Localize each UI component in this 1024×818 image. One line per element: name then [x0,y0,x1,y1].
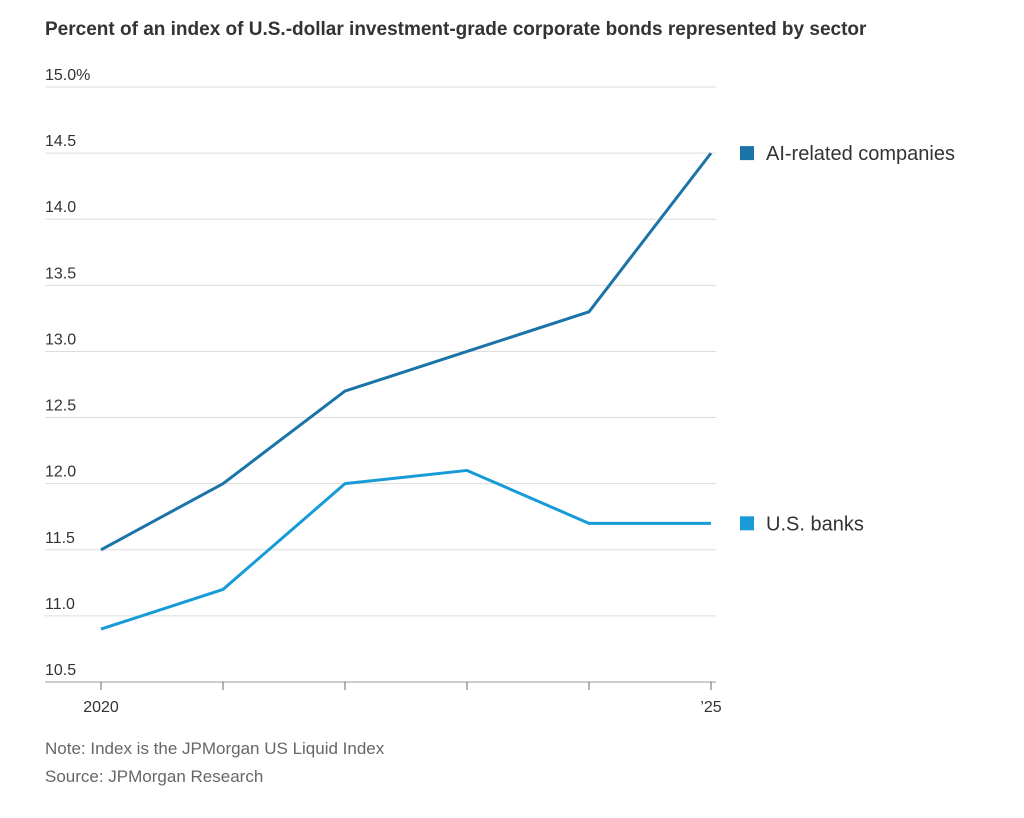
x-tick-label: ’25 [700,699,721,716]
source: Source: JPMorgan Research [45,767,263,786]
legend-label: AI-related companies [766,143,955,165]
y-tick-label: 13.0 [45,331,76,348]
legend-label: U.S. banks [766,513,864,535]
y-tick-label: 10.5 [45,662,76,679]
legend-swatch [740,516,754,531]
legend-swatch [740,146,754,161]
chart-title: Percent of an index of U.S.-dollar inves… [45,19,867,40]
x-tick-label: 2020 [83,699,119,716]
y-tick-label: 14.5 [45,133,76,150]
y-tick-label: 11.0 [45,596,75,613]
line [100,152,713,552]
y-tick-label: 12.0 [45,464,76,481]
y-tick-label: 13.5 [45,265,76,282]
y-tick-label: 12.5 [45,398,76,415]
line [100,468,711,631]
y-tick-label: 14.0 [45,199,76,216]
y-tick-label: 15.0% [45,67,90,84]
note: Note: Index is the JPMorgan US Liquid In… [45,739,385,758]
y-tick-label: 11.5 [45,530,75,547]
